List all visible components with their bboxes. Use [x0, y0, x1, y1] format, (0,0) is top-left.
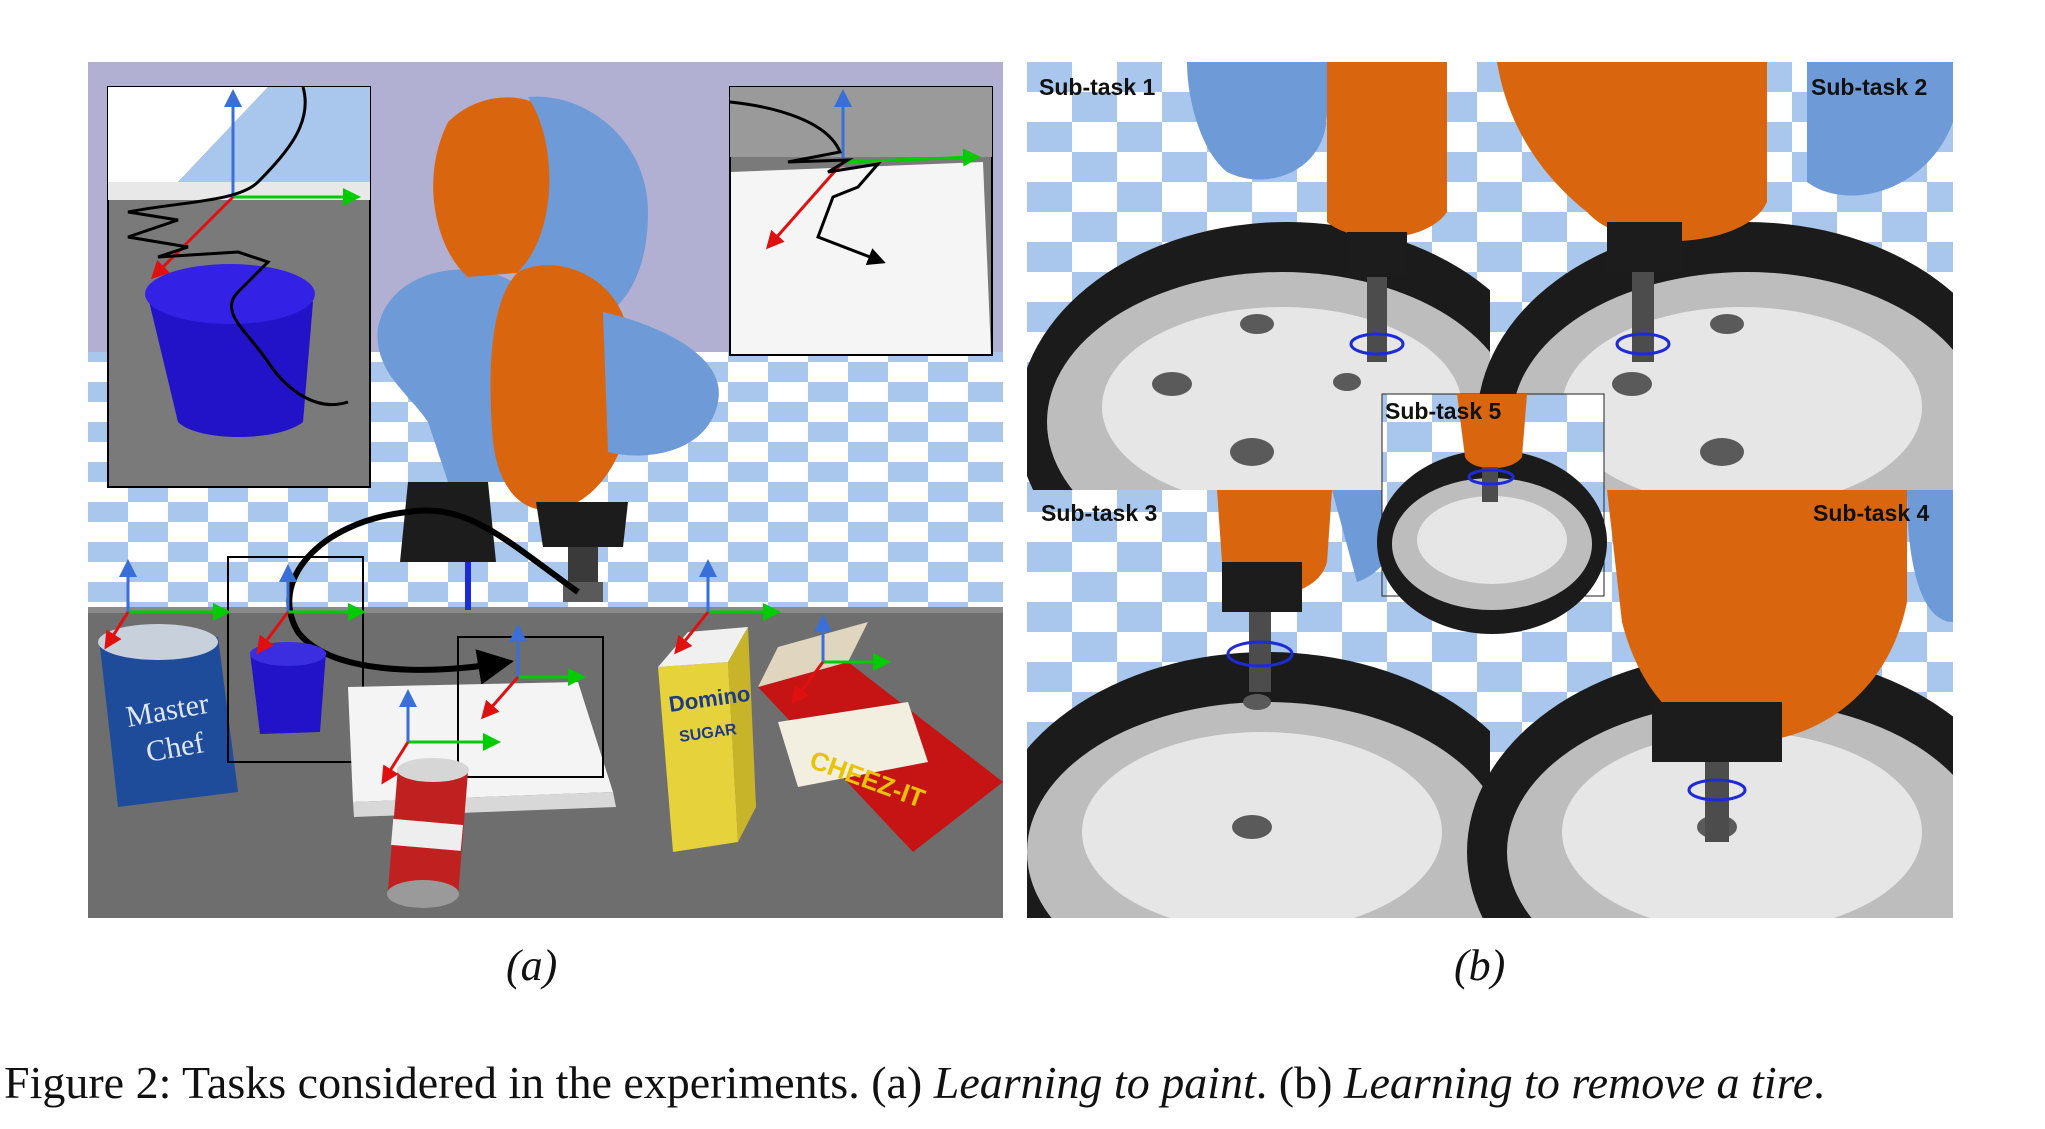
- caption-middle: . (b): [1255, 1057, 1344, 1108]
- inset-canvas-trajectory: [729, 86, 993, 356]
- caption-task-a: Learning to paint: [933, 1057, 1256, 1108]
- caption-task-b: Learning to remove a tire: [1343, 1057, 1814, 1108]
- soup-can: [387, 758, 469, 908]
- subtask-4-label: Sub-task 4: [1813, 500, 1930, 526]
- subtask-3-label: Sub-task 3: [1041, 500, 1158, 526]
- panel-b-label: (b): [1454, 941, 1506, 990]
- paint-scene: Master Chef Domino SUGAR CHEEZ-IT: [88, 62, 1003, 918]
- canvas-bounding-box: [457, 636, 604, 778]
- panel-b-tire-removal: Sub-task 1 Sub-task 2 Sub-task 3 Sub-tas…: [1027, 62, 1953, 918]
- quadrant-subtask-5: [1377, 393, 1607, 634]
- coffee-can: Master Chef: [98, 624, 238, 807]
- paint-cup: [250, 642, 326, 734]
- sugar-box: Domino SUGAR: [658, 627, 756, 852]
- paint-trajectory-arrow: [286, 507, 580, 685]
- robot-arm: [377, 96, 719, 610]
- object-coordinate-frames: [104, 559, 891, 785]
- subtask-5-label: Sub-task 5: [1385, 398, 1502, 424]
- subtask-2-label: Sub-task 2: [1811, 74, 1928, 100]
- inset-cup-trajectory: [107, 86, 371, 488]
- caption-prefix: Figure 2: Tasks considered in the experi…: [4, 1057, 934, 1108]
- cracker-box: CHEEZ-IT: [758, 622, 1003, 852]
- panel-a-label: (a): [506, 941, 558, 990]
- figure-caption: Figure 2: Tasks considered in the experi…: [4, 1056, 2044, 1109]
- panel-a-learning-to-paint: Master Chef Domino SUGAR CHEEZ-IT: [88, 62, 1003, 918]
- tire-scene: [1027, 62, 1953, 918]
- subtask-1-label: Sub-task 1: [1039, 74, 1156, 100]
- cup-bounding-box: [227, 556, 364, 763]
- caption-suffix: .: [1813, 1057, 1825, 1108]
- paint-canvas: [348, 682, 616, 817]
